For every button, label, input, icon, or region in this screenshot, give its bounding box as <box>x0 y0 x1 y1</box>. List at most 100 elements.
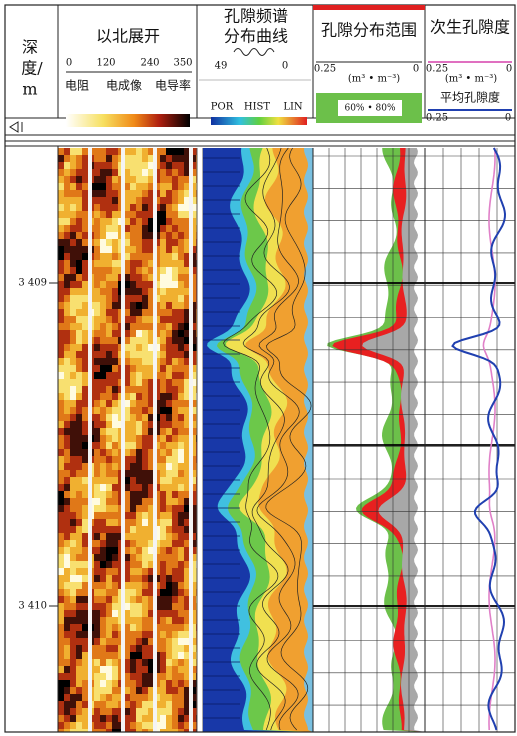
image-pixel <box>100 421 107 429</box>
image-pixel <box>130 148 137 156</box>
image-pixel <box>160 379 167 387</box>
image-pixel <box>70 330 77 338</box>
image-pixel <box>70 512 77 520</box>
image-pixel <box>76 253 83 261</box>
image-pixel <box>142 722 149 730</box>
image-pixel <box>130 512 137 520</box>
image-pixel <box>64 428 71 436</box>
image-pixel <box>76 491 83 499</box>
image-pixel <box>172 211 179 219</box>
image-pixel <box>142 393 149 401</box>
image-pixel <box>100 428 107 436</box>
image-pixel <box>82 484 89 492</box>
image-pixel <box>130 477 137 485</box>
image-pixel <box>76 694 83 702</box>
image-pixel <box>172 393 179 401</box>
image-pixel <box>82 267 89 275</box>
image-pixel <box>178 407 185 415</box>
image-pixel <box>70 421 77 429</box>
image-pixel <box>112 554 119 562</box>
image-pixel <box>136 176 143 184</box>
image-pixel <box>172 169 179 177</box>
image-pixel <box>142 715 149 723</box>
image-pixel <box>94 379 101 387</box>
image-pixel <box>64 162 71 170</box>
image-pixel <box>130 491 137 499</box>
image-pixel <box>142 302 149 310</box>
image-pixel <box>112 456 119 464</box>
image-pixel <box>112 218 119 226</box>
image-pixel <box>94 512 101 520</box>
image-pixel <box>166 197 173 205</box>
image-pixel <box>136 379 143 387</box>
image-pixel <box>94 610 101 618</box>
image-pixel <box>58 365 65 373</box>
image-pixel <box>166 393 173 401</box>
image-pixel <box>160 239 167 247</box>
image-pixel <box>100 155 107 163</box>
image-pixel <box>106 645 113 653</box>
image-pixel <box>100 708 107 716</box>
depth-header: 深 <box>22 38 38 57</box>
image-pixel <box>112 582 119 590</box>
image-pixel <box>82 225 89 233</box>
image-pixel <box>130 309 137 317</box>
image-pixel <box>142 568 149 576</box>
image-pixel <box>64 176 71 184</box>
image-pixel <box>82 260 89 268</box>
image-pixel <box>58 358 65 366</box>
image-pixel <box>94 491 101 499</box>
image-pixel <box>82 428 89 436</box>
image-pixel <box>178 519 185 527</box>
image-pixel <box>160 316 167 324</box>
image-pixel <box>58 624 65 632</box>
image-pixel <box>166 512 173 520</box>
image-pixel <box>142 547 149 555</box>
image-pixel <box>172 624 179 632</box>
image-pixel <box>106 155 113 163</box>
image-pixel <box>58 631 65 639</box>
image-pixel <box>100 309 107 317</box>
image-pixel <box>70 680 77 688</box>
image-pixel <box>58 267 65 275</box>
image-pixel <box>178 687 185 695</box>
image-pixel <box>166 239 173 247</box>
image-pixel <box>106 708 113 716</box>
image-pixel <box>112 666 119 674</box>
image-pixel <box>178 463 185 471</box>
image-pixel <box>70 526 77 534</box>
image-pixel <box>106 582 113 590</box>
image-pixel <box>70 379 77 387</box>
image-pixel <box>130 316 137 324</box>
image-pixel <box>100 323 107 331</box>
image-pixel <box>130 603 137 611</box>
image-pixel <box>166 260 173 268</box>
image-pixel <box>178 288 185 296</box>
image-pixel <box>166 701 173 709</box>
image-pixel <box>64 239 71 247</box>
image-pixel <box>172 666 179 674</box>
image-pixel <box>76 218 83 226</box>
image-pixel <box>82 673 89 681</box>
image-pixel <box>142 148 149 156</box>
image-pixel <box>64 372 71 380</box>
image-pixel <box>160 498 167 506</box>
image-pixel <box>64 407 71 415</box>
image-pixel <box>160 148 167 156</box>
image-pixel <box>166 498 173 506</box>
image-pixel <box>112 407 119 415</box>
image-pixel <box>166 225 173 233</box>
image-pixel <box>94 400 101 408</box>
image-pixel <box>94 239 101 247</box>
image-pixel <box>172 197 179 205</box>
image-pixel <box>58 183 65 191</box>
image-pixel <box>112 239 119 247</box>
image-pixel <box>178 526 185 534</box>
image-pixel <box>58 680 65 688</box>
image-pixel <box>82 701 89 709</box>
image-pixel <box>70 281 77 289</box>
image-pixel <box>130 582 137 590</box>
image-pixel <box>130 414 137 422</box>
image-pixel <box>178 673 185 681</box>
image-pixel <box>160 540 167 548</box>
